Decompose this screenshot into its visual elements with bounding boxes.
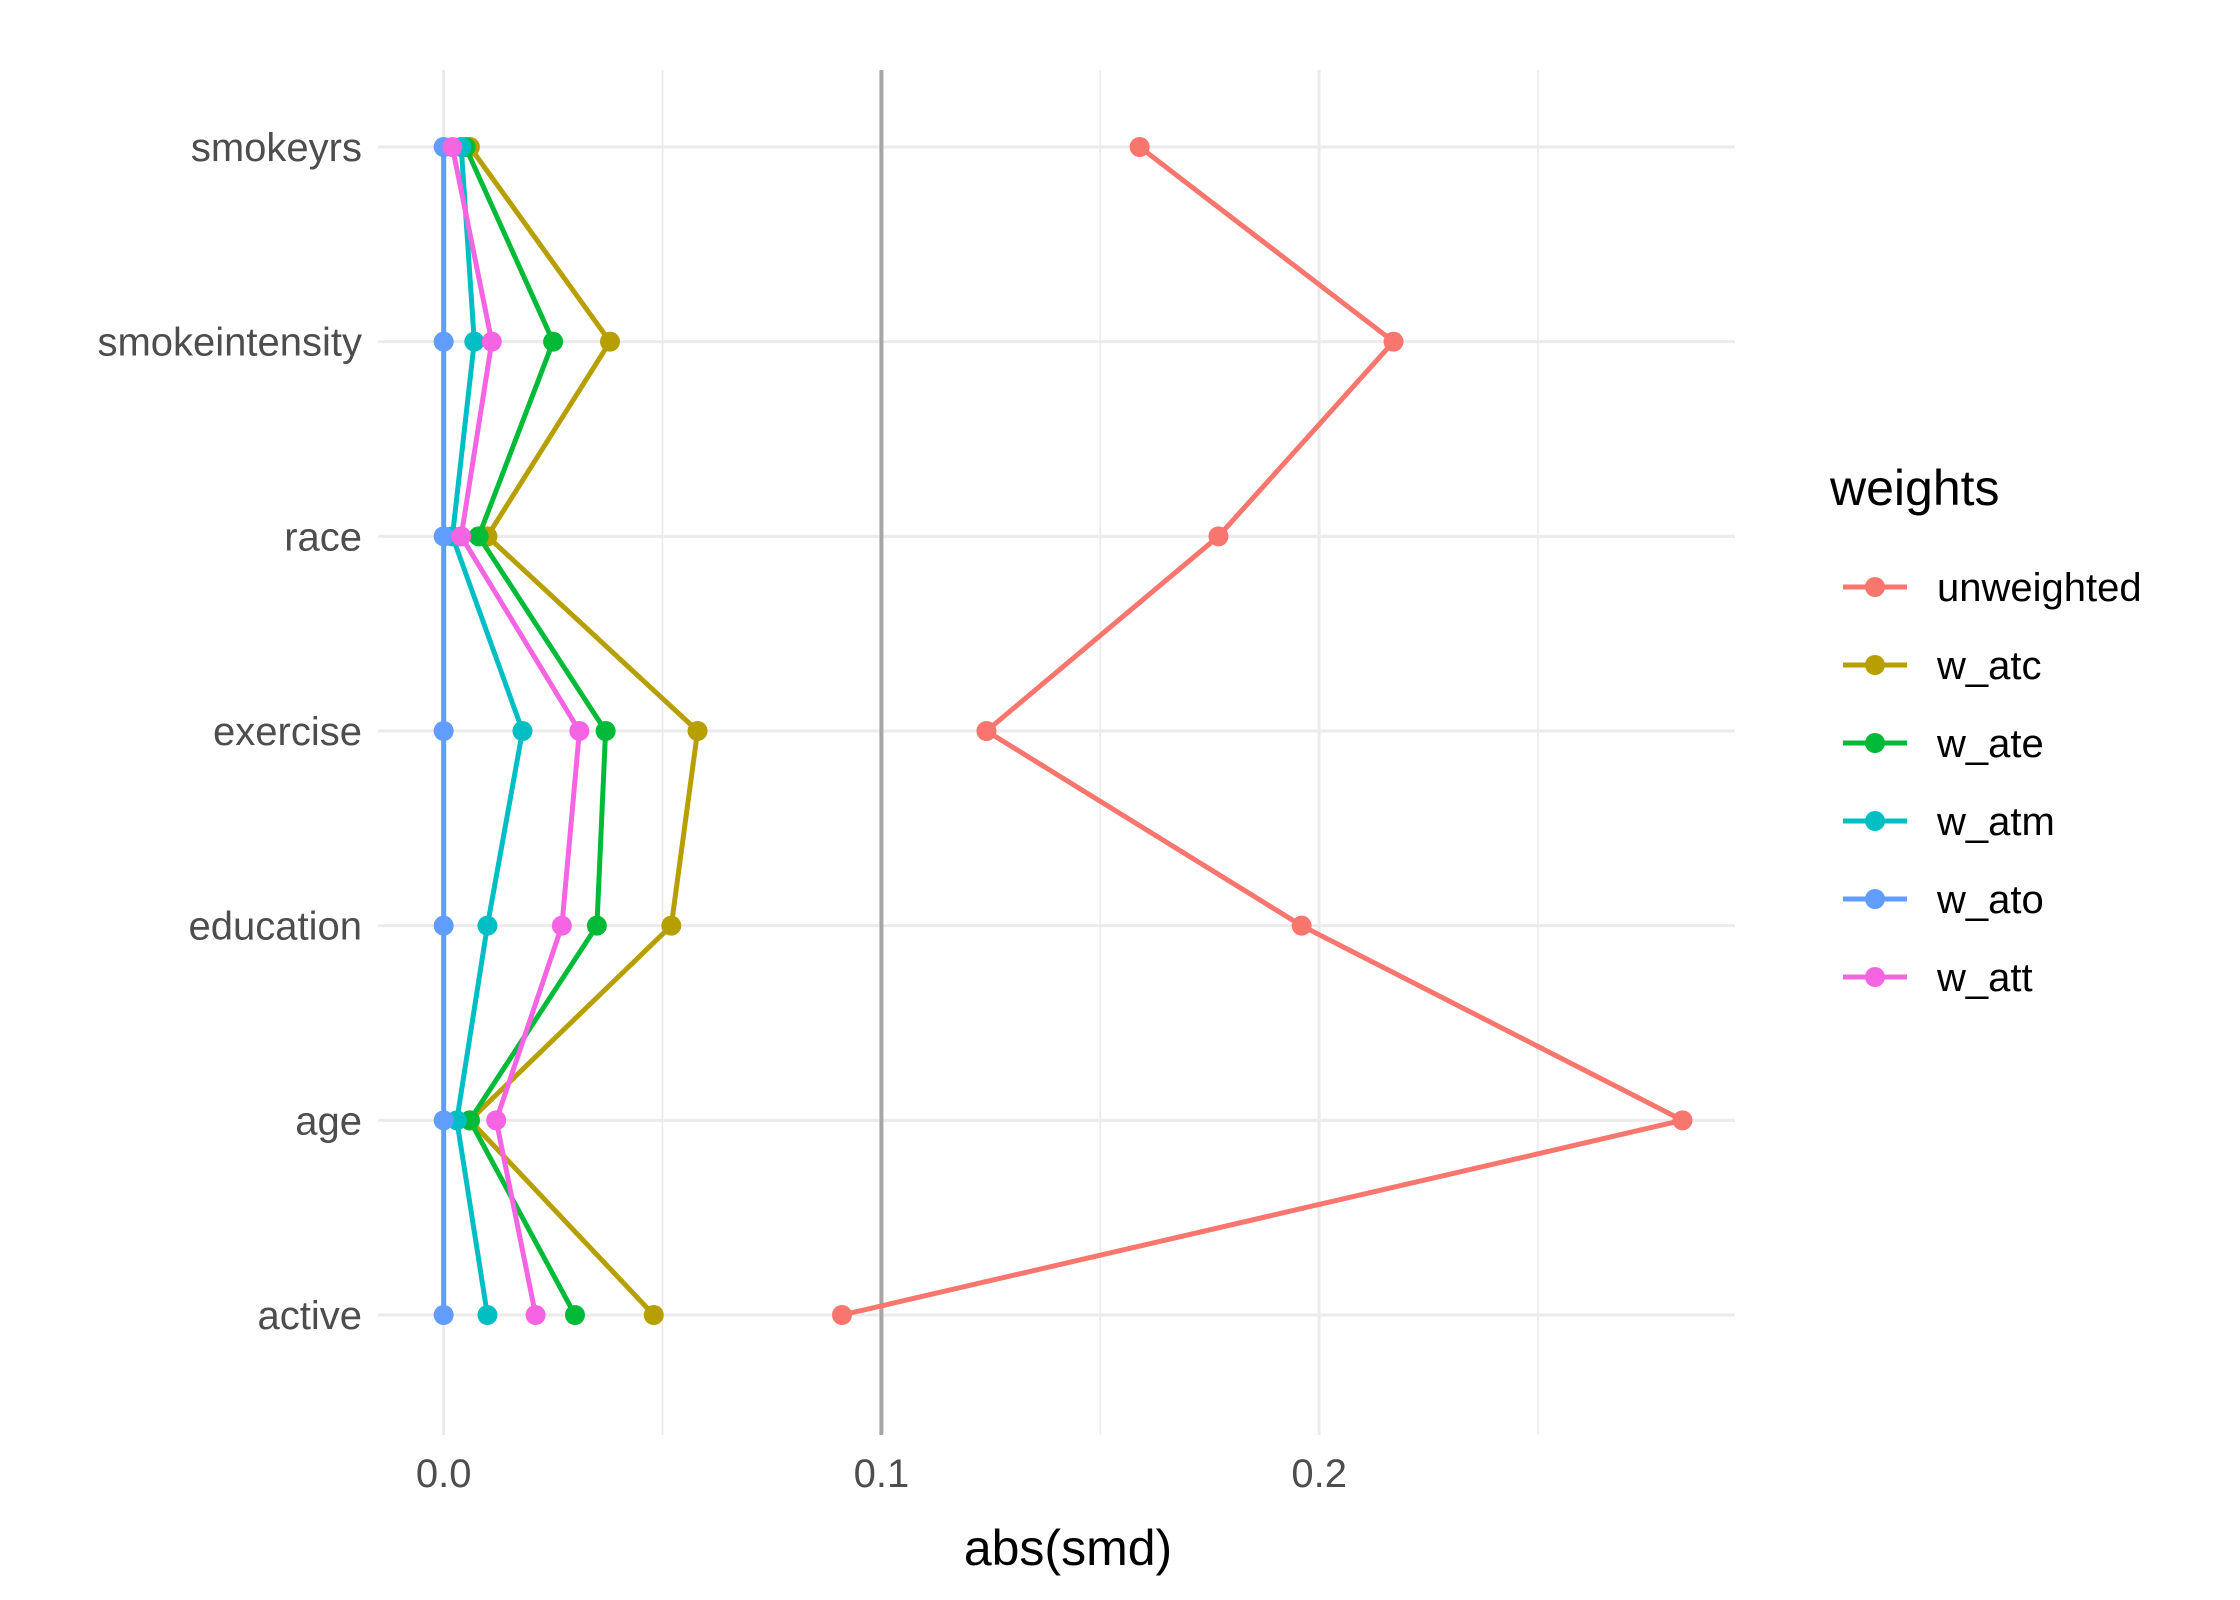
y-tick-label: education	[189, 905, 362, 949]
legend-item-w_ato: w_ato	[1843, 878, 2044, 922]
series-w_ato	[433, 137, 454, 1325]
data-point	[976, 721, 997, 741]
grid-lines	[378, 70, 1735, 1435]
data-point	[451, 526, 472, 547]
data-point	[1672, 1110, 1693, 1131]
data-point	[468, 526, 489, 547]
data-point	[551, 915, 572, 936]
legend-key-point	[1865, 811, 1885, 831]
data-point	[595, 721, 616, 741]
legend-items: unweighted w_atc w_ate w_atm w_ato w_att	[1843, 566, 2142, 1000]
data-point	[433, 526, 454, 547]
data-point	[643, 1305, 664, 1325]
data-point	[433, 915, 454, 936]
data-point	[564, 1305, 585, 1325]
data-point	[512, 721, 533, 741]
data-point	[442, 137, 463, 157]
x-axis-title: abs(smd)	[964, 1520, 1172, 1576]
x-tick-label: 0.2	[1291, 1452, 1347, 1496]
legend-item-w_ate: w_ate	[1843, 722, 2044, 766]
legend-label: w_atm	[1936, 800, 2055, 844]
data-point	[433, 1305, 454, 1325]
y-tick-label: age	[295, 1099, 362, 1143]
data-point	[481, 331, 502, 352]
y-tick-label: smokeyrs	[191, 126, 362, 170]
legend-label: unweighted	[1937, 566, 2142, 610]
x-tick-label: 0.1	[854, 1452, 910, 1496]
data-point	[433, 1110, 454, 1131]
data-point	[464, 331, 485, 352]
data-point	[433, 331, 454, 352]
data-point	[600, 331, 621, 352]
legend-key-point	[1865, 655, 1885, 675]
x-tick-label: 0.0	[416, 1452, 472, 1496]
legend-key-point	[1865, 577, 1885, 597]
y-tick-label: exercise	[213, 710, 362, 754]
series-layer	[433, 137, 1693, 1325]
data-point	[543, 331, 564, 352]
data-point	[525, 1305, 546, 1325]
data-point	[477, 915, 498, 936]
data-point	[1129, 137, 1150, 157]
data-point	[433, 721, 454, 741]
legend-label: w_atc	[1936, 644, 2042, 688]
data-point	[586, 915, 607, 936]
data-point	[1208, 526, 1229, 547]
data-point	[832, 1305, 853, 1325]
legend-title: weights	[1829, 460, 2000, 516]
data-point	[1291, 915, 1312, 936]
y-tick-labels: active age education exercise race smokeinten…	[97, 126, 362, 1338]
legend-key-point	[1865, 889, 1885, 909]
legend-label: w_att	[1936, 956, 2033, 1000]
data-point	[477, 1305, 498, 1325]
legend-key-point	[1865, 733, 1885, 753]
y-tick-label: active	[258, 1294, 363, 1338]
data-point	[486, 1110, 507, 1131]
series-w_att	[442, 137, 590, 1325]
data-point	[687, 721, 708, 741]
legend-item-w_atm: w_atm	[1843, 800, 2055, 844]
y-tick-label: race	[284, 515, 362, 559]
y-tick-label: smokeintensity	[97, 321, 362, 365]
data-point	[1383, 331, 1404, 352]
legend-key-point	[1865, 967, 1885, 987]
legend-item-unweighted: unweighted	[1843, 566, 2142, 610]
data-point	[569, 721, 590, 741]
legend-item-w_atc: w_atc	[1843, 644, 2042, 688]
x-tick-labels: 0.0 0.1 0.2	[416, 1452, 1347, 1496]
legend-label: w_ate	[1936, 722, 2044, 766]
legend-item-w_att: w_att	[1843, 956, 2033, 1000]
data-point	[661, 915, 682, 936]
legend-label: w_ato	[1936, 878, 2044, 922]
series-unweighted	[832, 137, 1693, 1325]
legend: weights unweighted w_atc w_ate w_atm w_ato w_…	[1829, 460, 2142, 1000]
